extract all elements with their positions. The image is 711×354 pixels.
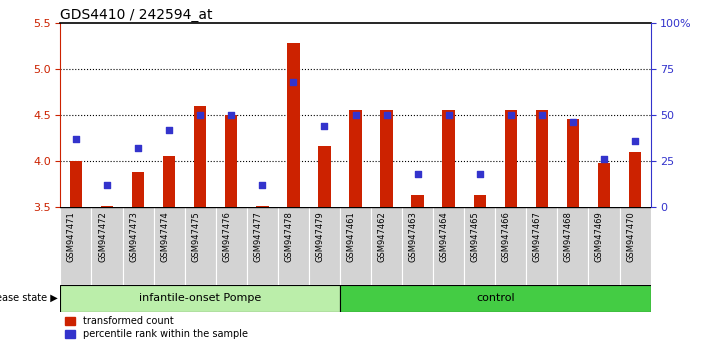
Bar [70,161,82,207]
Bar [101,206,113,207]
Text: GSM947470: GSM947470 [626,211,635,262]
Text: GSM947465: GSM947465 [471,211,480,262]
Text: GSM947468: GSM947468 [564,211,573,262]
Bar [433,207,464,285]
Bar [92,207,122,285]
Bar [154,207,185,285]
Bar [287,43,299,207]
Point [350,112,361,118]
Text: GSM947477: GSM947477 [253,211,262,262]
Point [443,112,454,118]
Point [474,171,486,177]
Point [195,112,206,118]
Bar [309,207,340,285]
Text: control: control [476,293,515,303]
Text: GSM947473: GSM947473 [129,211,138,262]
Bar [319,146,331,207]
Text: GSM947462: GSM947462 [378,211,387,262]
Bar [194,106,206,207]
Bar [589,207,619,285]
Bar [496,207,526,285]
Bar [340,207,371,285]
Text: GSM947464: GSM947464 [439,211,449,262]
Bar [557,207,589,285]
Bar [442,110,455,207]
Bar [598,163,610,207]
Bar [412,195,424,207]
Bar [402,207,433,285]
Point [412,171,423,177]
Point [567,120,579,125]
Bar [256,206,269,207]
Text: GSM947476: GSM947476 [223,211,231,262]
Bar [163,155,176,207]
Bar [526,207,557,285]
Point [102,182,113,188]
Bar [535,110,548,207]
Text: GSM947479: GSM947479 [316,211,324,262]
Text: GSM947472: GSM947472 [98,211,107,262]
Point [319,123,330,129]
Point [132,145,144,151]
Text: GSM947475: GSM947475 [191,211,201,262]
Text: GDS4410 / 242594_at: GDS4410 / 242594_at [60,8,213,22]
Bar [185,207,215,285]
Text: disease state ▶: disease state ▶ [0,293,58,303]
Point [164,127,175,133]
Bar [619,207,651,285]
Point [629,138,641,144]
Bar [215,207,247,285]
Text: GSM947466: GSM947466 [502,211,510,262]
Point [70,136,82,142]
Bar [247,207,278,285]
Bar [60,285,340,312]
Point [381,112,392,118]
Text: GSM947463: GSM947463 [409,211,417,262]
Text: GSM947461: GSM947461 [346,211,356,262]
Point [288,79,299,85]
Bar [225,115,237,207]
Point [257,182,268,188]
Bar [567,119,579,207]
Bar [371,207,402,285]
Point [536,112,547,118]
Text: GSM947469: GSM947469 [595,211,604,262]
Point [598,156,609,162]
Bar [349,110,362,207]
Text: GSM947478: GSM947478 [284,211,294,262]
Text: infantile-onset Pompe: infantile-onset Pompe [139,293,262,303]
Bar [380,110,392,207]
Bar [122,207,154,285]
Bar [60,207,92,285]
Bar [474,195,486,207]
Bar [340,285,651,312]
Bar [505,110,517,207]
Text: GSM947474: GSM947474 [160,211,169,262]
Bar [278,207,309,285]
Text: GSM947467: GSM947467 [533,211,542,262]
Legend: transformed count, percentile rank within the sample: transformed count, percentile rank withi… [65,316,248,339]
Bar [464,207,496,285]
Point [505,112,516,118]
Point [225,112,237,118]
Text: GSM947471: GSM947471 [67,211,76,262]
Bar [629,152,641,207]
Bar [132,172,144,207]
